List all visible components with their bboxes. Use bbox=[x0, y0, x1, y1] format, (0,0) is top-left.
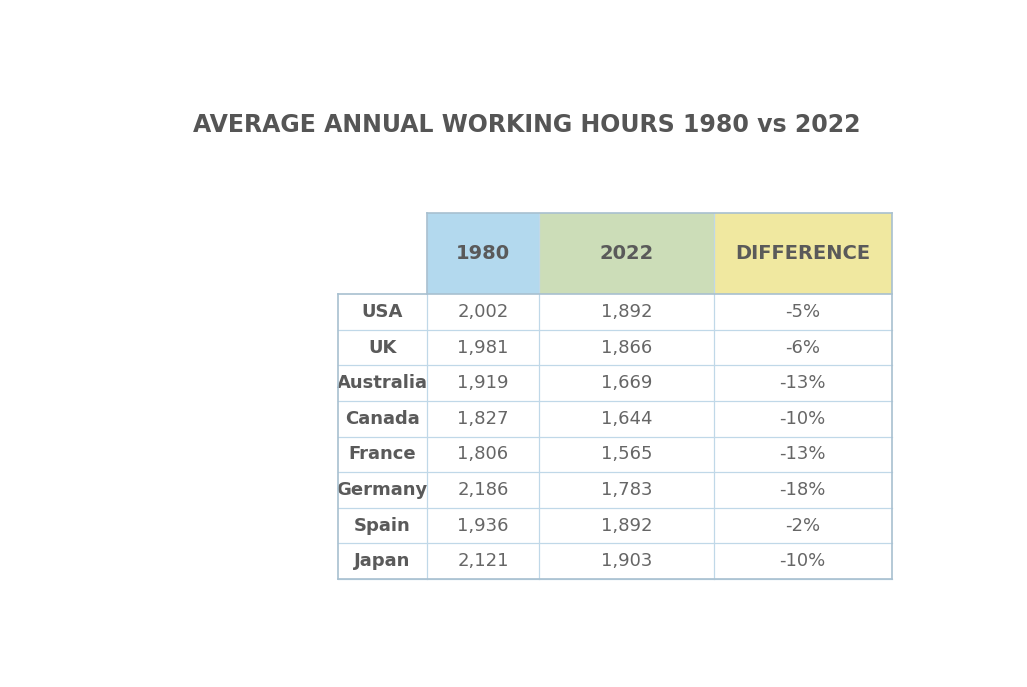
Text: -10%: -10% bbox=[779, 552, 826, 570]
Text: -13%: -13% bbox=[779, 374, 826, 392]
Text: 1,644: 1,644 bbox=[601, 410, 652, 428]
Text: 1,565: 1,565 bbox=[601, 445, 652, 464]
Text: 1,783: 1,783 bbox=[601, 481, 652, 499]
Text: 1,669: 1,669 bbox=[601, 374, 652, 392]
Text: 1,919: 1,919 bbox=[457, 374, 508, 392]
Text: 1,866: 1,866 bbox=[601, 339, 652, 357]
Text: USA: USA bbox=[362, 303, 403, 321]
Text: Canada: Canada bbox=[345, 410, 420, 428]
Text: 2022: 2022 bbox=[599, 245, 653, 263]
Text: -13%: -13% bbox=[779, 445, 826, 464]
Text: Australia: Australia bbox=[337, 374, 427, 392]
Text: 1,981: 1,981 bbox=[457, 339, 508, 357]
Text: -6%: -6% bbox=[785, 339, 821, 357]
Text: DIFFERENCE: DIFFERENCE bbox=[735, 245, 870, 263]
Text: 1980: 1980 bbox=[456, 245, 510, 263]
Text: AVERAGE ANNUAL WORKING HOURS 1980 vs 2022: AVERAGE ANNUAL WORKING HOURS 1980 vs 202… bbox=[193, 113, 860, 137]
Text: France: France bbox=[348, 445, 416, 464]
Text: 1,827: 1,827 bbox=[457, 410, 508, 428]
Text: 2,186: 2,186 bbox=[457, 481, 508, 499]
Text: 2,002: 2,002 bbox=[457, 303, 508, 321]
Text: UK: UK bbox=[368, 339, 396, 357]
Text: 1,936: 1,936 bbox=[457, 517, 508, 534]
Text: Germany: Germany bbox=[337, 481, 428, 499]
Text: -5%: -5% bbox=[785, 303, 821, 321]
Text: -10%: -10% bbox=[779, 410, 826, 428]
Text: -18%: -18% bbox=[779, 481, 826, 499]
Text: -2%: -2% bbox=[785, 517, 821, 534]
Text: Japan: Japan bbox=[354, 552, 411, 570]
Text: 1,806: 1,806 bbox=[457, 445, 508, 464]
Text: 1,892: 1,892 bbox=[601, 303, 652, 321]
Text: 1,892: 1,892 bbox=[601, 517, 652, 534]
Text: 2,121: 2,121 bbox=[457, 552, 508, 570]
Text: Spain: Spain bbox=[354, 517, 411, 534]
Text: 1,903: 1,903 bbox=[601, 552, 652, 570]
